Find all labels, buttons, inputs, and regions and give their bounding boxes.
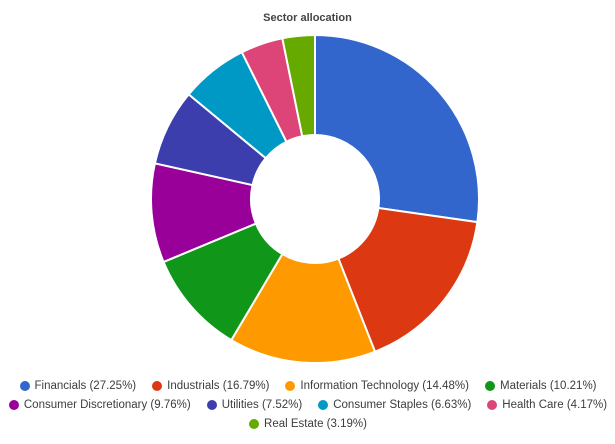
legend-marker-icon [285,381,296,391]
legend-marker-icon [206,400,217,410]
legend-marker-icon [8,400,19,410]
legend-marker-icon [484,381,495,391]
legend-label: Consumer Staples (6.63%) [333,399,472,411]
legend-marker-icon [152,381,163,391]
legend-label: Health Care (4.17%) [502,399,608,411]
legend-item-materials[interactable]: Materials (10.21%) [484,380,597,392]
legend-item-consumer-discretionary[interactable]: Consumer Discretionary (9.76%) [8,399,191,411]
legend-marker-icon [249,419,260,429]
legend-item-health-care[interactable]: Health Care (4.17%) [487,399,607,411]
legend-item-information-technology[interactable]: Information Technology (14.48%) [285,380,469,392]
slice-industrials[interactable] [337,206,479,353]
legend-label: Industrials (16.79%) [167,380,270,392]
slice-real-estate[interactable] [281,33,316,138]
legend-item-real-estate[interactable]: Real Estate (3.19%) [249,418,367,430]
legend-item-consumer-staples[interactable]: Consumer Staples (6.63%) [318,399,471,411]
legend-marker-icon [487,400,498,410]
chart-legend: Financials (27.25%) Industrials (16.79%) I… [8,380,608,430]
legend-label: Real Estate (3.19%) [264,418,367,430]
legend-item-utilities[interactable]: Utilities (7.52%) [206,399,303,411]
slice-financials[interactable] [314,33,480,224]
legend-item-industrials[interactable]: Industrials (16.79%) [152,380,269,392]
legend-label: Financials (27.25%) [34,380,137,392]
legend-marker-icon [318,400,329,410]
legend-marker-icon [19,381,30,391]
legend-item-financials[interactable]: Financials (27.25%) [19,380,137,392]
legend-label: Consumer Discretionary (9.76%) [23,399,191,411]
donut-chart [150,33,480,364]
legend-label: Materials (10.21%) [499,380,597,392]
legend-label: Information Technology (14.48%) [300,380,469,392]
legend-label: Utilities (7.52%) [221,399,303,411]
chart-title: Sector allocation [263,12,352,24]
